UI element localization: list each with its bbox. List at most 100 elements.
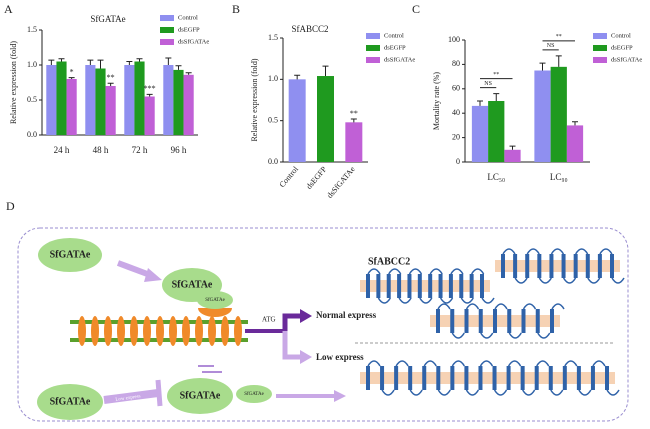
y-tick-label: 100 [448,35,460,44]
loop [507,360,522,367]
base [169,316,177,346]
legend-swatch [366,45,380,51]
helix [610,254,614,278]
error-bar [322,65,329,77]
bar [105,86,116,135]
loop [409,389,423,396]
loop [429,268,443,275]
arrow-head [300,350,312,364]
chart-title: SfGATAe [90,14,125,24]
error-bar [146,93,153,97]
helix [492,366,497,390]
helix [450,366,455,390]
loop [578,389,592,396]
node-label: SfGATAe [50,396,91,407]
helix [422,366,427,390]
loop [367,268,381,275]
x-tick-label: 48 h [93,145,109,155]
loop [514,277,528,284]
helix [417,274,422,298]
y-tick-label: 80 [452,59,460,68]
helix [550,309,554,333]
helix [436,366,441,390]
helix [513,254,518,278]
bar [95,68,106,135]
y-tick-label: 60 [452,84,460,93]
x-tick-label: LC₉₀ [550,172,568,182]
helix [507,309,512,333]
helix [506,366,511,390]
node [236,385,272,403]
inhibit-arrow [103,389,159,404]
loop [551,303,565,310]
y-tick-label: 0 [456,157,460,166]
loop [395,360,409,367]
helix [448,274,453,298]
base [234,316,242,346]
loop [460,297,474,304]
loop [439,297,454,304]
x-tick-label: dsEGFP [304,164,328,191]
helix [459,274,464,298]
x-tick-label: 72 h [132,145,148,155]
error-bar [477,100,483,106]
node [37,384,103,420]
legend-swatch [593,33,607,39]
helix [397,274,402,298]
bar [85,65,96,135]
arrow [282,331,300,360]
arrow-head [334,390,346,402]
panel-label: B [232,2,240,16]
loop [508,332,522,339]
error-bar [185,72,192,75]
loop [451,360,465,367]
loop [611,277,625,284]
loop [481,297,495,304]
frame [17,227,629,422]
helix [576,366,581,390]
y-tick-label: 0.0 [27,130,37,139]
comparison-label: ** [556,34,562,40]
arrow-head [144,268,162,282]
node-label: SfGATAe [244,392,264,397]
error-bar [97,59,104,69]
diagram: D SfGATAe SfGATAe SfGATAe ATG Normal exp… [6,199,629,422]
loop [502,248,516,255]
error-bar [107,82,114,86]
y-tick-label: 20 [452,132,460,141]
bar [345,122,363,162]
loop [398,297,412,304]
significance: ** [350,109,358,118]
legend-label: dsSfGATAe [178,38,209,45]
membrane [360,280,490,292]
node [197,291,233,309]
loop [522,303,537,310]
legend-label: dsSfGATAe [384,56,415,63]
x-tick-label: 24 h [54,145,70,155]
helix [493,309,497,333]
helix [573,254,578,278]
loop [575,248,589,255]
comparison-label: ** [493,72,499,78]
bar [56,61,67,135]
legend-swatch [593,57,607,63]
helix [521,309,526,333]
helix [585,254,590,278]
helix [366,274,370,298]
membrane [360,372,615,384]
helix [450,309,455,333]
error-bar [509,145,516,150]
helix [548,366,553,390]
loop [538,277,552,284]
cap [198,308,232,317]
atg-label: ATG [262,316,276,324]
comparison-label: NS [484,81,492,87]
loop [367,360,381,367]
arrow-head [300,309,312,323]
x-tick-label: dsSfGATAe [325,164,357,200]
loop [377,297,392,304]
loop [606,389,620,396]
helix [380,366,385,390]
helix [534,366,539,390]
